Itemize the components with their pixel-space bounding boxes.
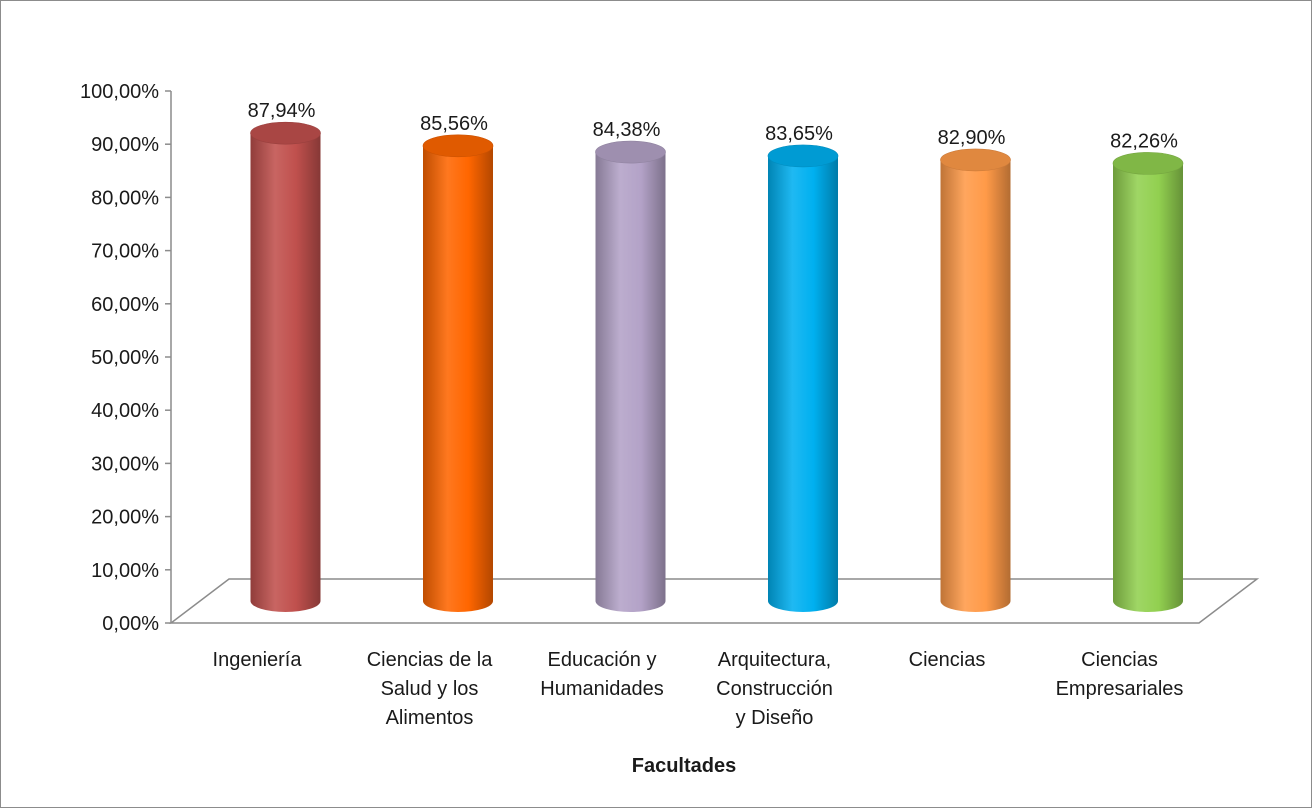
- bar-4: [767, 144, 839, 612]
- data-label: 84,38%: [593, 119, 661, 141]
- bar-5: [940, 148, 1011, 613]
- y-tick-label: 0,00%: [102, 613, 159, 635]
- floor-plane: [168, 578, 1260, 624]
- bar-1: [250, 121, 321, 613]
- data-label: 85,56%: [420, 113, 488, 135]
- data-labels: 87,94% 85,56% 84,38% 83,65% 82,90% 82,26%: [248, 100, 1179, 152]
- y-tick-label: 50,00%: [91, 347, 159, 369]
- bar-top: [595, 140, 666, 164]
- y-tick-label: 100,00%: [80, 81, 159, 103]
- x-tick-label: Ciencias Empresariales: [1056, 649, 1184, 700]
- x-axis-title: Facultades: [632, 755, 736, 777]
- bar-body: [423, 145, 493, 612]
- data-label: 87,94%: [248, 100, 316, 122]
- x-tick-label: Educación y Humanidades: [540, 649, 663, 700]
- bar-top: [422, 134, 494, 158]
- x-tick-label: Ciencias: [909, 649, 986, 671]
- chart-floor: [168, 578, 1260, 624]
- bars: [250, 121, 1184, 613]
- x-axis-categories: Ingeniería Ciencias de la Salud y los Alime…: [213, 649, 1184, 729]
- x-tick-label: Ingeniería: [213, 649, 303, 671]
- y-tick-label: 10,00%: [91, 560, 159, 582]
- bar-body: [940, 159, 1011, 613]
- bar-body: [1113, 163, 1183, 612]
- y-tick-label: 70,00%: [91, 241, 159, 263]
- bar-body: [768, 155, 838, 612]
- bar-body: [250, 133, 321, 613]
- x-tick-label: Arquitectura, Construcción y Diseño: [716, 649, 833, 729]
- data-label: 83,65%: [765, 123, 833, 145]
- bar-3: [595, 140, 666, 613]
- y-tick-label: 90,00%: [91, 134, 159, 156]
- y-tick-label: 30,00%: [91, 453, 159, 475]
- x-tick-label: Ciencias de la Salud y los Alimentos: [367, 649, 494, 729]
- y-tick-label: 80,00%: [91, 187, 159, 209]
- bar-body: [595, 152, 666, 613]
- bar-top: [1112, 152, 1184, 175]
- bar-top: [767, 144, 839, 168]
- bar-top: [250, 121, 321, 145]
- data-label: 82,26%: [1110, 130, 1178, 152]
- bar-2: [422, 134, 494, 612]
- y-tick-label: 60,00%: [91, 294, 159, 316]
- bar-top: [940, 148, 1011, 172]
- data-label: 82,90%: [938, 127, 1006, 149]
- bar-6: [1112, 152, 1184, 612]
- y-tick-label: 40,00%: [91, 400, 159, 422]
- y-tick-label: 20,00%: [91, 507, 159, 529]
- y-axis: 0,00% 10,00% 20,00% 30,00% 40,00% 50,00% 60,00…: [80, 81, 172, 635]
